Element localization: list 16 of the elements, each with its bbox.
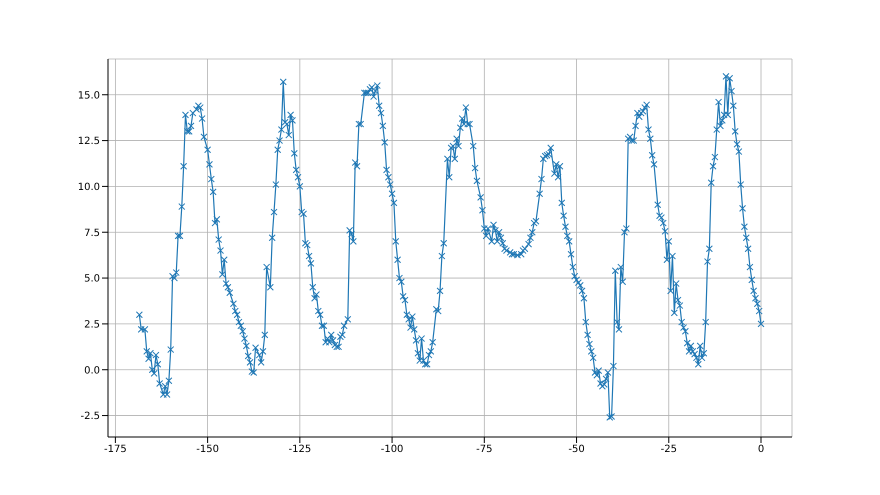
x-tick-label: -100: [380, 444, 404, 456]
x-tick-label: 0: [758, 444, 764, 456]
x-tick-label: -75: [476, 444, 492, 456]
y-tick-label: 10.0: [78, 182, 100, 193]
y-tick-label: 15.0: [78, 90, 100, 102]
y-tick-label: -2.5: [80, 411, 100, 422]
x-tick-label: -175: [104, 444, 127, 456]
x-tick-label: -125: [288, 444, 312, 456]
x-tick-label: -150: [196, 444, 219, 456]
y-tick-label: 2.5: [84, 319, 100, 330]
x-tick-label: -25: [660, 444, 677, 456]
y-tick-label: 5.0: [84, 274, 100, 285]
y-tick-label: 12.5: [78, 136, 100, 148]
x-tick-label: -50: [568, 444, 585, 456]
y-tick-label: 7.5: [84, 228, 100, 239]
y-tick-label: 0.0: [84, 365, 100, 376]
